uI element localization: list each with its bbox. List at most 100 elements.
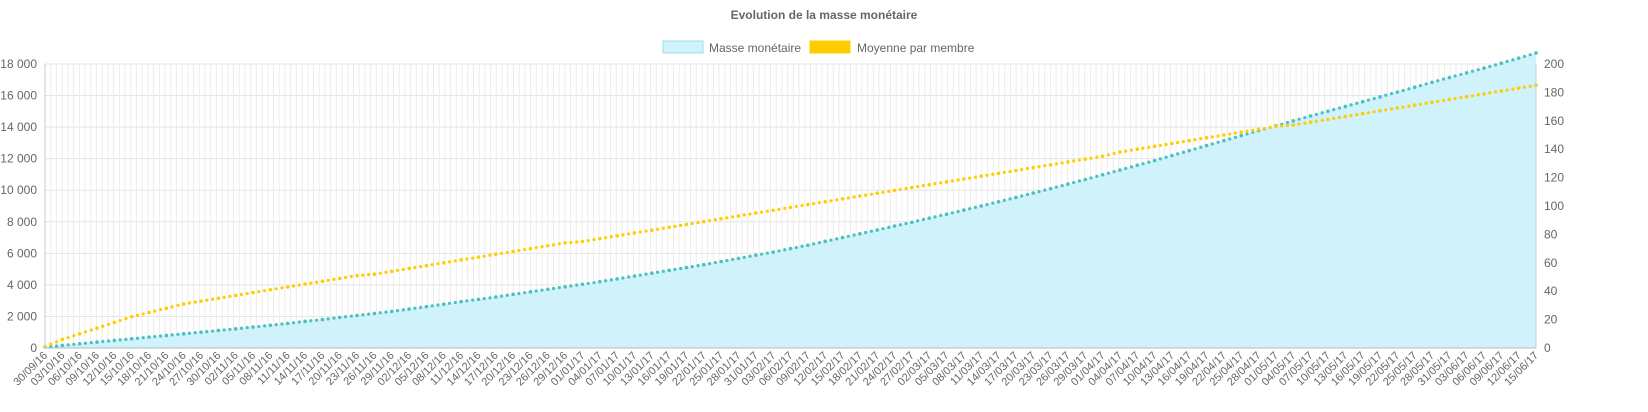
point-moyenne xyxy=(1222,133,1226,137)
point-masse-interp xyxy=(777,249,781,253)
point-masse xyxy=(545,287,550,292)
point-masse xyxy=(1152,158,1157,163)
point-masse xyxy=(337,315,342,320)
point-moyenne-interp xyxy=(106,322,111,326)
point-moyenne-interp xyxy=(956,178,960,182)
point-masse-interp xyxy=(263,324,267,328)
point-masse-interp xyxy=(609,278,613,282)
point-moyenne xyxy=(1239,130,1244,134)
point-moyenne-interp xyxy=(557,242,561,246)
point-masse-interp xyxy=(1072,180,1076,185)
point-moyenne xyxy=(545,243,550,248)
point-masse-interp xyxy=(1320,111,1324,115)
point-moyenne-interp xyxy=(523,247,527,252)
point-moyenne-interp xyxy=(1505,88,1509,92)
point-masse-interp xyxy=(106,339,111,343)
point-masse-interp xyxy=(950,211,954,215)
point-masse xyxy=(1516,56,1521,60)
point-moyenne-interp xyxy=(846,196,850,200)
point-masse-interp xyxy=(864,230,868,235)
point-masse-interp xyxy=(1054,185,1058,189)
point-masse-interp xyxy=(1366,98,1371,102)
point-moyenne xyxy=(771,208,775,213)
point-moyenne-interp xyxy=(1280,124,1284,128)
point-moyenne xyxy=(615,234,619,238)
point-moyenne-interp xyxy=(1372,110,1376,114)
y-right-tick-label: 120 xyxy=(1544,171,1564,185)
point-moyenne-interp xyxy=(1355,113,1359,117)
point-masse xyxy=(979,204,984,208)
point-masse-interp xyxy=(627,275,631,279)
point-moyenne-interp xyxy=(603,236,608,240)
legend-item-masse[interactable]: Masse monétaire xyxy=(662,40,801,55)
point-masse xyxy=(129,336,134,341)
point-moyenne-interp xyxy=(1176,140,1180,145)
point-masse xyxy=(511,292,515,297)
point-moyenne-interp xyxy=(1193,138,1197,142)
point-moyenne-interp xyxy=(852,195,856,199)
point-masse xyxy=(459,299,463,304)
x-axis: 30/09/1603/10/1606/10/1609/10/1612/10/16… xyxy=(11,350,1541,389)
point-moyenne-interp xyxy=(1095,155,1099,159)
point-masse xyxy=(1170,153,1174,158)
point-moyenne-interp xyxy=(985,173,989,177)
point-moyenne-interp xyxy=(1228,132,1232,136)
point-masse-interp xyxy=(713,260,717,265)
point-moyenne xyxy=(528,246,533,251)
point-moyenne xyxy=(268,287,273,292)
point-masse xyxy=(806,243,810,247)
y-left-tick-label: 2 000 xyxy=(7,309,37,323)
point-moyenne-interp xyxy=(609,235,613,239)
y-left-tick-label: 12 000 xyxy=(0,152,37,166)
point-masse xyxy=(823,239,827,244)
point-masse-interp xyxy=(395,309,400,313)
point-masse-interp xyxy=(1124,166,1128,171)
point-masse-interp xyxy=(1106,171,1110,175)
point-masse xyxy=(771,250,775,254)
point-moyenne xyxy=(1152,144,1157,149)
point-moyenne-interp xyxy=(101,324,105,328)
point-moyenne xyxy=(476,255,481,259)
point-masse-interp xyxy=(447,301,452,305)
point-masse xyxy=(372,311,377,316)
area-masse-monetaire xyxy=(45,52,1536,348)
point-moyenne-interp xyxy=(916,184,920,189)
point-moyenne-interp xyxy=(881,190,885,194)
point-masse-interp xyxy=(1147,160,1151,164)
point-masse-interp xyxy=(1285,120,1290,125)
point-masse xyxy=(1100,172,1105,177)
point-moyenne xyxy=(1447,97,1452,102)
point-masse xyxy=(1534,51,1538,55)
y-axis-left: 0 2 000 4 000 6 000 8 000 10 000 12 000 14 000 1… xyxy=(0,57,37,355)
point-masse-interp xyxy=(66,343,70,347)
point-masse xyxy=(216,328,221,333)
point-masse xyxy=(285,321,290,326)
point-masse-interp xyxy=(1077,179,1082,183)
point-masse-interp xyxy=(228,327,232,331)
point-masse-interp xyxy=(245,326,249,330)
legend: Masse monétaire Moyenne par membre xyxy=(662,40,975,55)
point-masse-interp xyxy=(465,299,469,303)
point-masse xyxy=(389,309,394,314)
point-moyenne xyxy=(199,299,203,303)
point-masse-interp xyxy=(1020,194,1024,198)
point-masse-interp xyxy=(1060,183,1064,188)
point-moyenne xyxy=(667,225,671,230)
point-masse-interp xyxy=(904,221,908,226)
point-masse-interp xyxy=(378,311,382,315)
point-masse-interp xyxy=(499,294,504,298)
point-masse-interp xyxy=(1436,79,1440,83)
legend-item-moyenne[interactable]: Moyenne par membre xyxy=(809,40,975,55)
point-moyenne-interp xyxy=(1384,108,1388,112)
point-masse-interp xyxy=(540,288,544,292)
point-moyenne-interp xyxy=(1112,151,1116,156)
point-moyenne-interp xyxy=(1268,125,1272,130)
point-moyenne xyxy=(1343,114,1348,119)
point-masse-interp xyxy=(592,280,596,285)
point-masse-interp xyxy=(956,209,960,214)
point-masse xyxy=(199,330,203,334)
point-masse-interp xyxy=(1493,63,1498,67)
point-moyenne xyxy=(754,211,758,215)
point-moyenne-interp xyxy=(222,295,226,299)
